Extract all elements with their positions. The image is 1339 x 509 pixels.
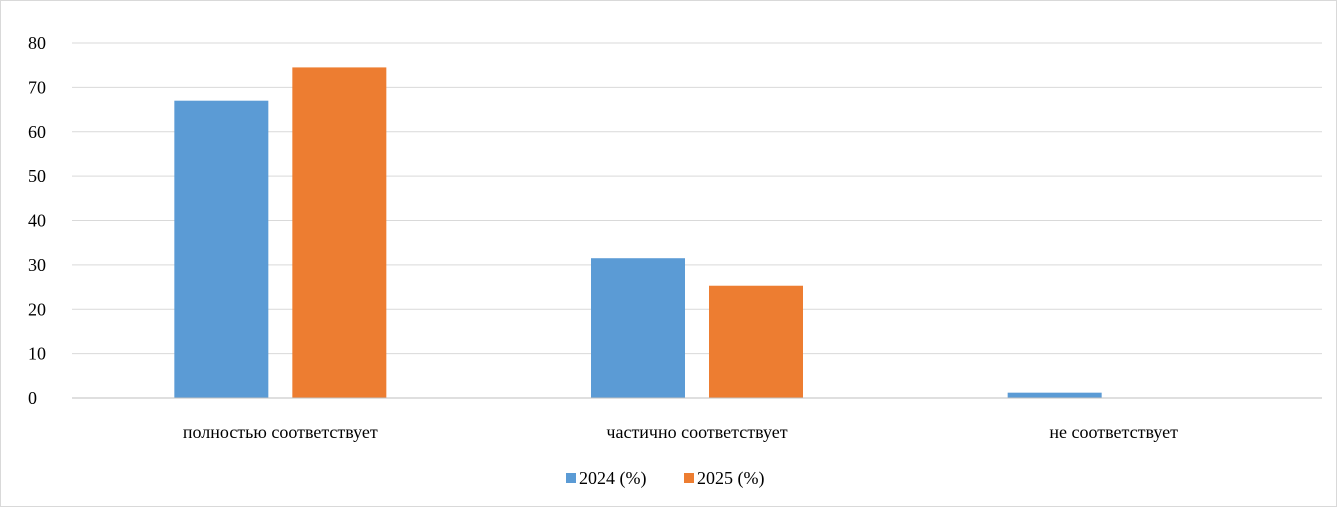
category-label: частично соответствует bbox=[606, 422, 787, 442]
y-tick-label: 50 bbox=[28, 166, 46, 186]
legend-swatch bbox=[684, 473, 694, 483]
legend-label: 2024 (%) bbox=[579, 468, 646, 489]
y-tick-label: 60 bbox=[28, 122, 46, 142]
legend-swatch bbox=[566, 473, 576, 483]
category-label: полностью соответствует bbox=[183, 422, 378, 442]
y-tick-label: 70 bbox=[28, 77, 46, 97]
gridlines bbox=[72, 42, 1322, 355]
legend: 2024 (%) 2025 (%) bbox=[566, 468, 764, 489]
bar-2025-0 bbox=[292, 67, 387, 398]
category-labels: полностью соответствует частично соответс… bbox=[183, 422, 1178, 442]
y-tick-label: 10 bbox=[28, 344, 46, 364]
bars bbox=[174, 67, 1102, 398]
y-tick-label: 40 bbox=[28, 211, 46, 231]
legend-label: 2025 (%) bbox=[697, 468, 764, 489]
y-tick-label: 20 bbox=[28, 299, 46, 319]
bar-2025-1 bbox=[709, 285, 803, 398]
y-tick-label: 30 bbox=[28, 255, 46, 275]
y-tick-label: 80 bbox=[28, 33, 46, 53]
bar-2024-2 bbox=[1007, 392, 1102, 398]
y-tick-label: 0 bbox=[28, 388, 37, 408]
category-label: не соответствует bbox=[1049, 422, 1178, 442]
bar-2024-0 bbox=[174, 100, 269, 398]
bar-2024-1 bbox=[591, 258, 685, 398]
y-axis-ticks: 0 10 20 30 40 50 60 70 80 bbox=[28, 33, 46, 408]
